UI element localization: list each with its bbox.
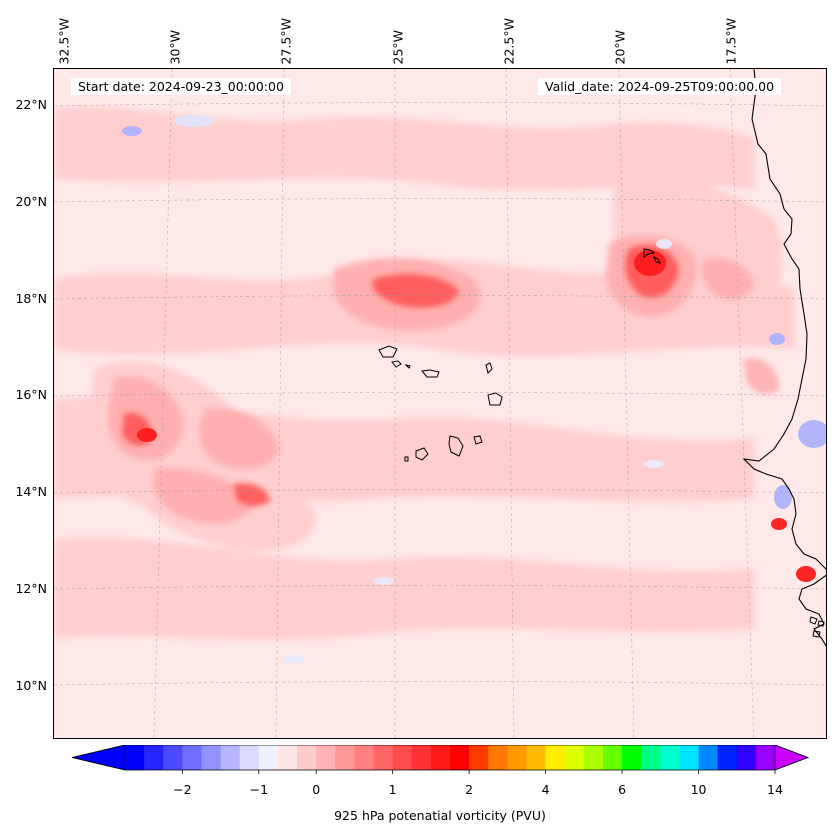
lat-tick-label: 12°N (15, 581, 47, 596)
colorbar-over-arrow (774, 745, 809, 771)
african-coastline (742, 69, 826, 571)
african-coastline-south (798, 574, 826, 647)
colorbar-swatch (545, 745, 566, 770)
colorbar-tick-label: 4 (541, 782, 550, 797)
colorbar-swatch (125, 745, 145, 770)
colorbar-swatch (277, 745, 298, 770)
colorbar-swatch (392, 745, 413, 770)
lon-tick-label: 22.5°W (501, 18, 517, 65)
lat-tick-label: 22°N (15, 97, 47, 112)
pv-contour-map (54, 69, 826, 738)
colorbar-title: 925 hPa potenatial vorticity (PVU) (334, 808, 546, 823)
valid-date-label: Valid_date: 2024-09-25T09:00:00.00 (538, 78, 782, 95)
start-date-label: Start date: 2024-09-23_00:00:00 (71, 78, 291, 95)
colorbar-swatch (507, 745, 527, 770)
cape-verde-islands (378, 345, 503, 462)
map-panel (53, 68, 827, 739)
colorbar-swatch (641, 745, 661, 770)
colorbar-swatch (564, 745, 585, 770)
colorbar-swatch (469, 745, 489, 770)
colorbar-swatch (602, 745, 623, 770)
pv-negative-shading (122, 115, 826, 663)
lat-tick-label: 14°N (15, 484, 47, 500)
colorbar-swatch (335, 745, 355, 770)
colorbar-swatch (698, 745, 719, 770)
colorbar-tick-label: −1 (249, 782, 269, 797)
lon-tick-label: 20°W (612, 29, 628, 65)
lon-tick-label: 30°W (167, 29, 183, 65)
colorbar-swatch (430, 745, 451, 770)
colorbar-swatch (488, 745, 508, 770)
lon-tick-label: 27.5°W (278, 18, 294, 65)
lat-tick-label: 10°N (15, 677, 47, 693)
lon-tick-label: 25°W (390, 29, 406, 65)
longitude-labels: 32.5°W 30°W 27.5°W 25°W 22.5°W 20°W 17.5°W (0, 0, 837, 66)
pv-peak-shading (137, 250, 816, 582)
colorbar-swatch (373, 745, 394, 770)
colorbar-swatch (660, 745, 680, 770)
colorbar-under-arrow (72, 745, 126, 771)
colorbar-swatch (354, 745, 375, 770)
colorbar-swatch (220, 745, 241, 770)
colorbar-outline (72, 745, 810, 771)
colorbar-swatch (679, 745, 700, 770)
colorbar-swatch (316, 745, 336, 770)
lon-tick-label: 17.5°W (723, 18, 739, 65)
colorbar-swatch (450, 745, 470, 770)
colorbar-swatch (163, 745, 183, 770)
colorbar-swatch (239, 745, 260, 770)
colorbar-swatch (622, 745, 642, 770)
colorbar-swatch (755, 745, 776, 770)
lon-tick-label: 32.5°W (56, 18, 72, 65)
dakar-peninsula (643, 248, 661, 264)
lat-tick-label: 20°N (15, 193, 47, 209)
lat-tick-label: 16°N (15, 387, 47, 403)
colorbar-tick-label: 6 (618, 782, 627, 797)
colorbar-swatch (258, 745, 279, 770)
colorbar-swatch (297, 745, 317, 770)
colorbar-tick-label: 0 (312, 782, 321, 797)
colorbar-swatch (736, 745, 757, 770)
graticule (54, 69, 826, 738)
colorbar-tick-label: 1 (388, 782, 397, 797)
bijagos-islands (809, 616, 825, 638)
colorbar-tick-label: −2 (173, 782, 192, 797)
lat-tick-label: 18°N (15, 290, 47, 306)
colorbar (72, 745, 810, 774)
colorbar-swatch (526, 745, 547, 770)
colorbar-tick-label: 2 (465, 782, 474, 797)
colorbar-swatch (411, 745, 432, 770)
colorbar-swatch (144, 745, 164, 770)
colorbar-tick-label: 14 (767, 782, 783, 797)
colorbar-tick-label: 10 (690, 782, 707, 797)
colorbar-swatch (717, 745, 738, 770)
colorbar-swatch (583, 745, 604, 770)
colorbar-swatch (201, 745, 222, 770)
colorbar-swatch (182, 745, 202, 770)
